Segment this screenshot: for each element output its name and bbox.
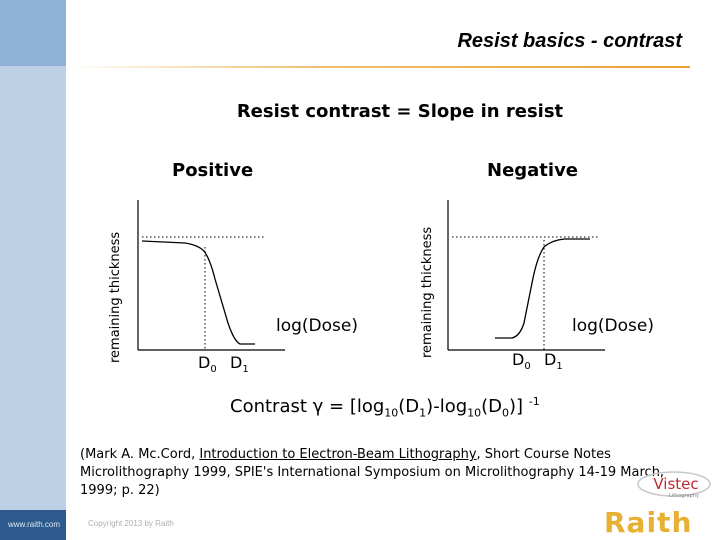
footer-url[interactable]: www.raith.com xyxy=(7,520,60,529)
vistec-logo-text: Vistec xyxy=(653,475,698,493)
negative-ylabel: remaining thickness xyxy=(420,226,435,358)
copyright: Copyright 2013 by Raith xyxy=(88,519,174,528)
positive-xlabel: log(Dose) xyxy=(276,316,358,336)
contrast-formula: Contrast γ = [log10(D1)-log10(D0)] -1 xyxy=(230,395,540,420)
raith-logo: Raith xyxy=(604,506,693,539)
footer-left-band xyxy=(0,510,66,540)
slide-title: Resist basics - contrast xyxy=(457,30,682,52)
negative-d0-label: D0 xyxy=(512,350,531,373)
positive-d1-label: D1 xyxy=(230,353,249,376)
negative-resist-diagram xyxy=(447,200,605,351)
negative-xlabel: log(Dose) xyxy=(572,316,654,336)
negative-label: Negative xyxy=(487,160,579,181)
positive-ylabel: remaining thickness xyxy=(108,231,123,363)
title-rule xyxy=(66,66,690,68)
vistec-logo: Vistec Lithography xyxy=(637,471,711,499)
positive-label: Positive xyxy=(172,160,254,181)
positive-d0-label: D0 xyxy=(198,353,217,376)
negative-curve xyxy=(495,238,590,339)
negative-d1-label: D1 xyxy=(544,350,563,373)
citation: (Mark A. Mc.Cord, Introduction to Electr… xyxy=(80,447,665,498)
vistec-logo-tagline: Lithography xyxy=(669,493,699,499)
positive-resist-diagram xyxy=(137,200,285,351)
slide-heading: Resist contrast = Slope in resist xyxy=(236,101,564,122)
positive-curve xyxy=(141,240,255,345)
sidebar xyxy=(0,0,66,540)
citation-link[interactable]: Introduction to Electron-Beam Lithograph… xyxy=(199,447,477,462)
sidebar-top-block xyxy=(0,0,66,66)
